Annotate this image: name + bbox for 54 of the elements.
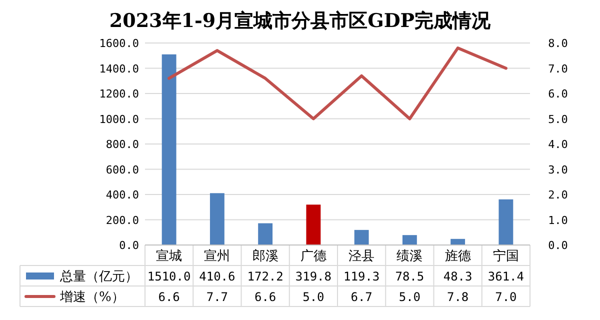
data-label: 119.3: [344, 270, 380, 284]
x-tick-label: 宁国: [492, 248, 519, 264]
bar: [306, 204, 321, 245]
y2-tick-label: 1.0: [548, 214, 568, 227]
data-label: 319.8: [295, 270, 332, 284]
data-label: 48.3: [443, 270, 472, 284]
data-label: 7.7: [206, 290, 228, 304]
legend-label: 总量（亿元）: [59, 270, 138, 284]
data-label: 361.4: [488, 270, 524, 284]
y-tick-label: 600.0: [106, 163, 139, 176]
data-label: 7.8: [446, 290, 469, 304]
data-label: 6.7: [350, 290, 372, 304]
bar: [354, 230, 369, 245]
line-series: [168, 46, 508, 120]
y-tick-label: 800.0: [106, 138, 139, 151]
y2-tick-label: 3.0: [548, 163, 568, 176]
data-label: 7.0: [495, 290, 517, 304]
bar: [498, 199, 514, 245]
data-label: 5.0: [302, 290, 324, 304]
bar: [162, 54, 176, 245]
y2-tick-label: 2.0: [548, 188, 568, 202]
x-tick-label: 宣州: [204, 248, 230, 264]
bar: [402, 235, 417, 245]
data-label: 1510.0: [147, 270, 191, 284]
legend-label: 增速（%）: [59, 290, 124, 305]
y-tick-label: 400.0: [106, 188, 139, 202]
data-label: 6.6: [158, 290, 180, 304]
y-tick-label: 1400.0: [99, 62, 139, 76]
x-tick-label: 郎溪: [252, 248, 278, 264]
data-label: 410.6: [199, 270, 236, 284]
y2-tick-label: 0.0: [548, 239, 568, 252]
y2-tick-label: 8.0: [548, 37, 568, 50]
x-tick-label: 绩溪: [396, 249, 423, 264]
data-label: 6.6: [254, 290, 276, 304]
bar: [210, 193, 224, 245]
y-tick-label: 0.0: [119, 239, 139, 252]
chart-title: 2023年1-9月宣城市分县市区GDP完成情况: [109, 10, 492, 32]
data-label: 172.2: [247, 270, 284, 284]
bar: [450, 238, 466, 245]
y-tick-label: 1200.0: [99, 88, 139, 100]
x-tick-label: 旌德: [444, 249, 471, 264]
y-tick-label: 1600.0: [99, 37, 139, 50]
y2-tick-label: 4.0: [548, 138, 568, 151]
x-tick-label: 广德: [300, 249, 326, 264]
y2-tick-label: 6.0: [548, 88, 568, 100]
x-tick-label: 泾县: [348, 249, 375, 264]
data-label: 78.5: [395, 270, 424, 284]
y2-tick-label: 5.0: [548, 112, 568, 126]
data-label: 5.0: [398, 290, 421, 304]
bar: [258, 223, 273, 245]
y2-tick-label: 7.0: [548, 62, 568, 76]
x-tick-label: 宣城: [156, 248, 182, 264]
y-tick-label: 200.0: [106, 214, 139, 227]
y-tick-label: 1000.0: [99, 112, 139, 126]
